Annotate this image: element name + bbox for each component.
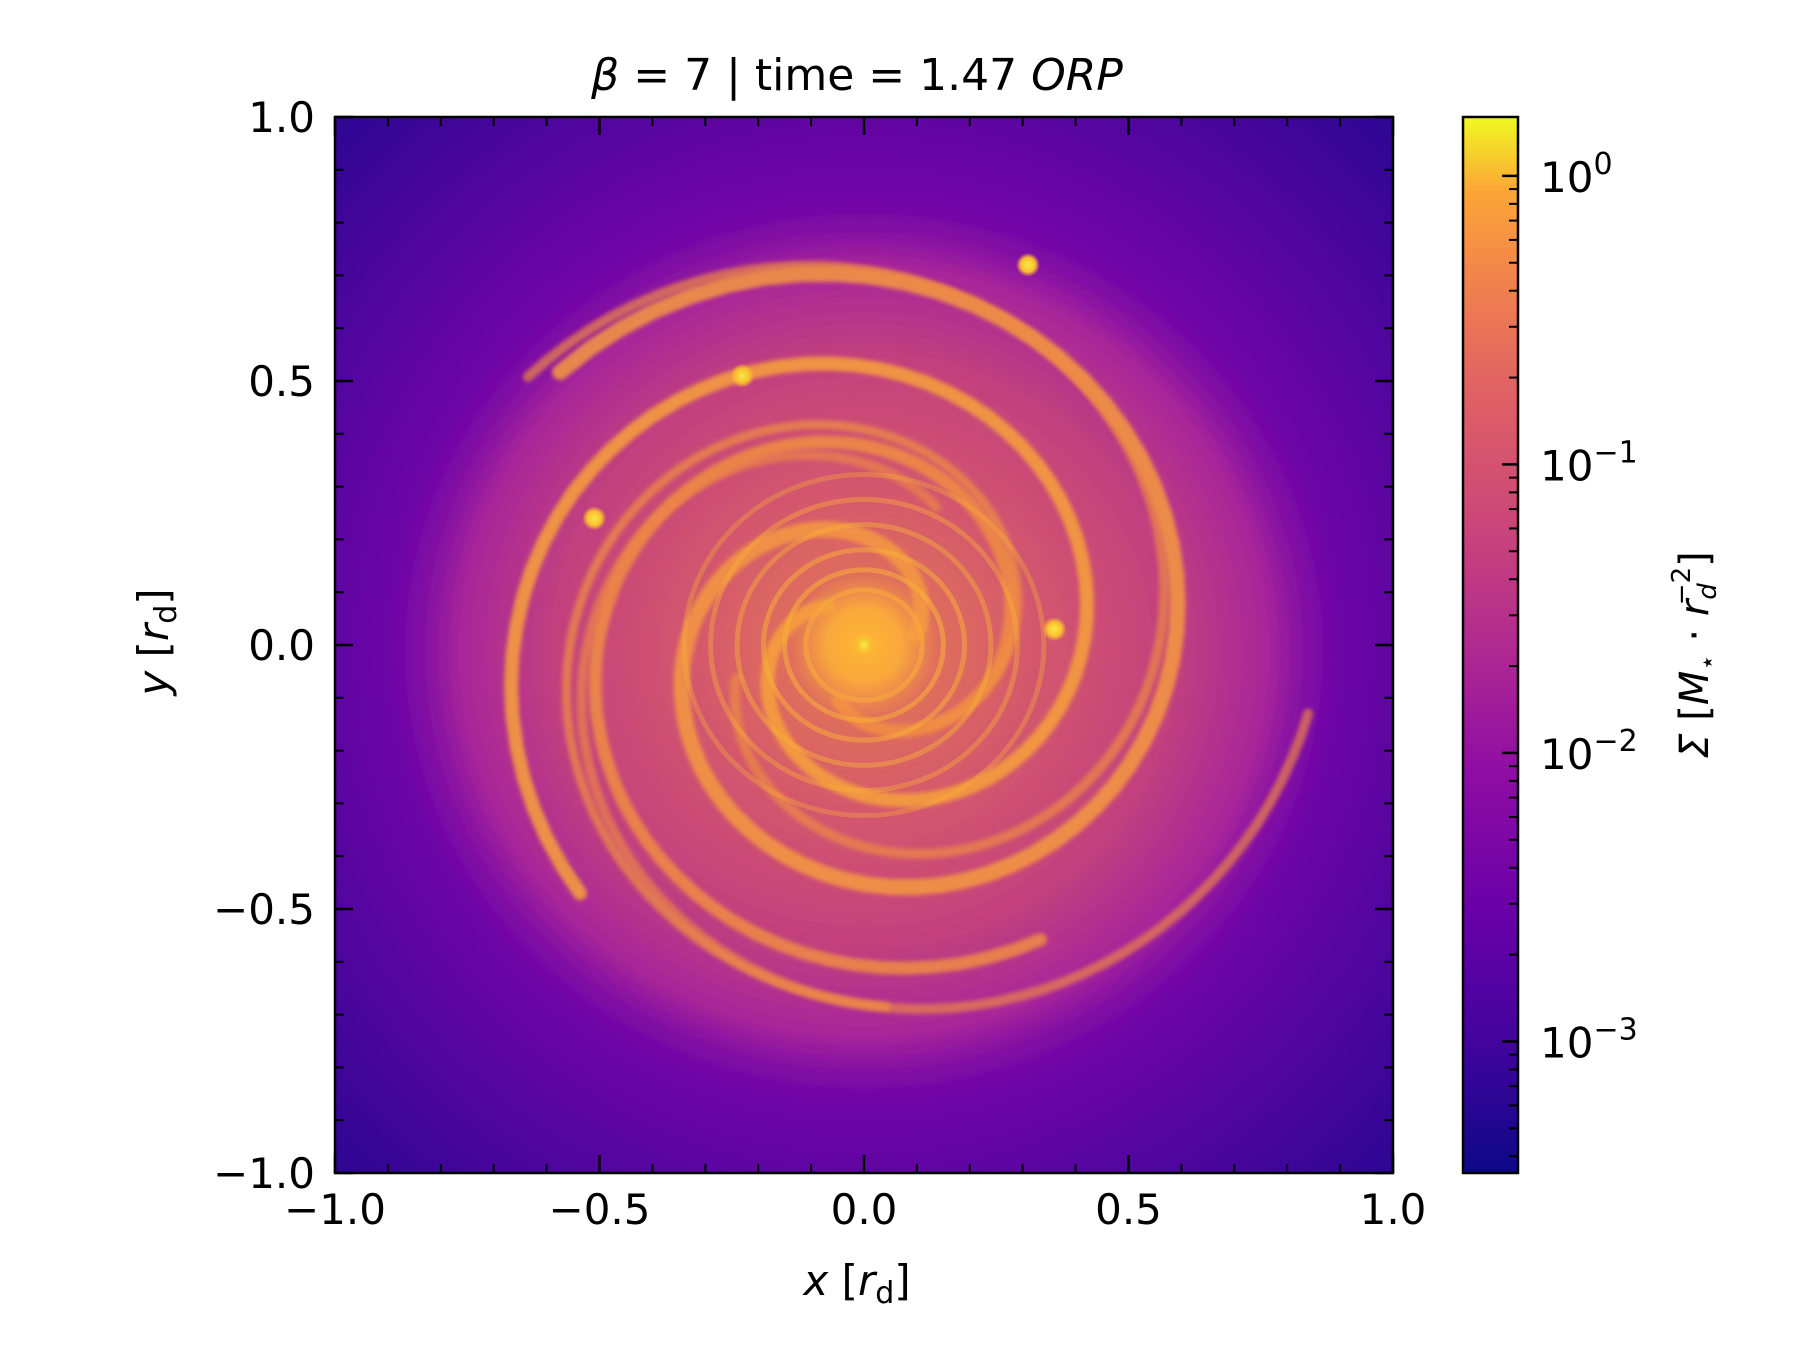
y-tick-label: −0.5 [213, 885, 315, 934]
dense-clumps [582, 252, 1067, 657]
spiral-arm [562, 420, 1023, 1012]
x-ticks: −1.0 −0.5 0.0 0.5 1.0 [284, 117, 1426, 1234]
chart-title: β = 7 | time = 1.47 ORP [590, 50, 1123, 101]
colorbar-tick-label: 10−3 [1540, 1012, 1638, 1067]
inner-ring [760, 547, 968, 743]
x-tick-label: 1.0 [1360, 1185, 1427, 1234]
y-tick-label: 0.5 [248, 357, 315, 406]
inner-ring [782, 567, 946, 723]
x-tick-label: −1.0 [284, 1185, 386, 1234]
colorbar-tick-label: 100 [1540, 147, 1613, 202]
x-tick-label: 0.0 [831, 1185, 898, 1234]
y-axis-label: y [rd] [129, 588, 184, 697]
dense-clump [582, 506, 607, 531]
colorbar-tick-label: 10−2 [1540, 724, 1638, 779]
dense-clump [1042, 617, 1067, 642]
x-tick-label: −0.5 [549, 1185, 651, 1234]
spiral-arm [522, 260, 1170, 859]
dense-clump [1015, 252, 1040, 277]
y-ticks: −1.0 −0.5 0.0 0.5 1.0 [213, 93, 1393, 1198]
x-tick-label: 0.5 [1095, 1185, 1162, 1234]
inner-ring [681, 471, 1047, 819]
x-axis-label: x [rd] [801, 1256, 910, 1311]
y-tick-label: 1.0 [248, 93, 315, 142]
dense-clump [730, 363, 755, 388]
colorbar-tick-label: 10−1 [1540, 435, 1638, 490]
colorbar-label: Σ [M⋆ · rd−2] [1667, 551, 1723, 758]
spiral-arm [504, 356, 1095, 901]
inner-ring [734, 522, 994, 768]
spiral-arm [576, 449, 1314, 1015]
colorbar-ticks: 10−3 10−2 10−1 100 [1502, 147, 1638, 1158]
y-tick-label: 0.0 [248, 621, 315, 670]
spiral-arms [504, 260, 1314, 1015]
inner-ring [708, 497, 1020, 793]
y-tick-label: −1.0 [213, 1149, 315, 1198]
colorbar [1461, 115, 1520, 1175]
dense-clump [852, 633, 876, 657]
